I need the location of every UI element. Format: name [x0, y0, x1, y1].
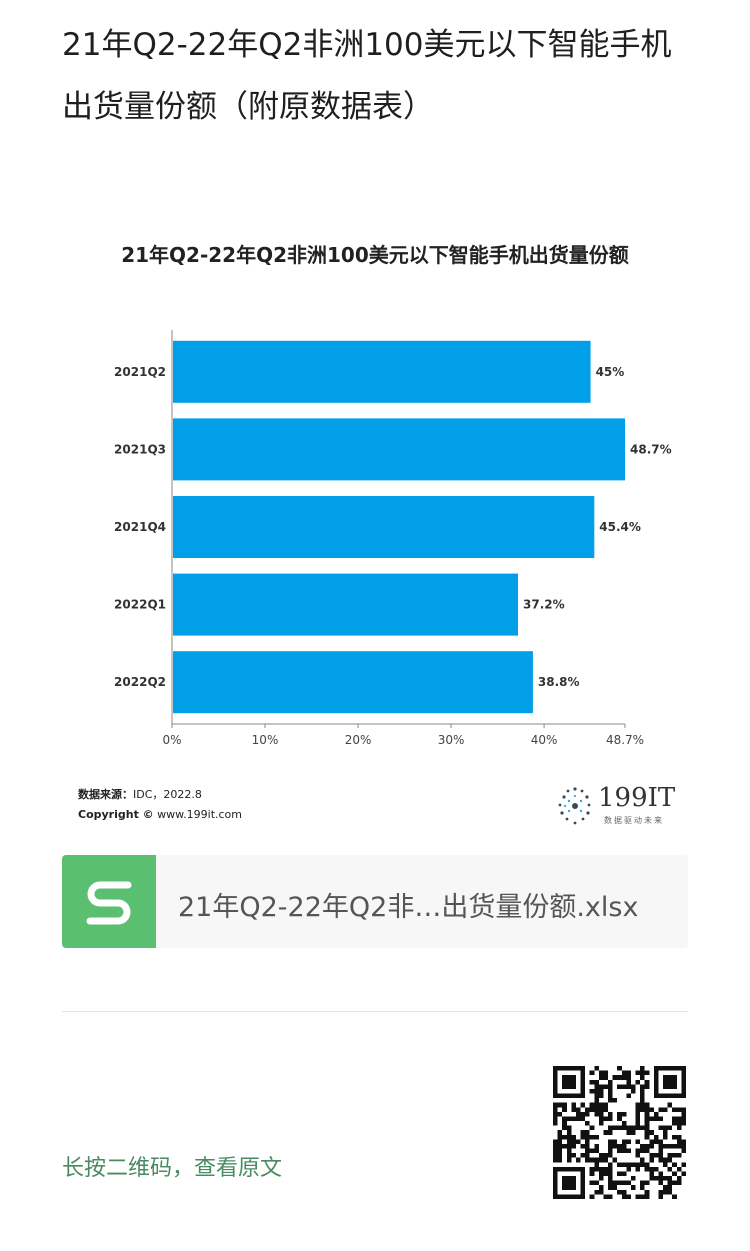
source-text: IDC，2022.8: [133, 788, 202, 801]
x-tick-label: 10%: [252, 733, 279, 747]
bar-2021Q2: [173, 340, 591, 403]
x-tick-label: 48.7%: [606, 733, 644, 747]
category-label: 2021Q3: [114, 442, 166, 456]
chart-title: 21年Q2-22年Q2非洲100美元以下智能手机出货量份额: [121, 243, 629, 267]
attachment-card[interactable]: 21年Q2-22年Q2非…出货量份额.xlsx: [62, 855, 688, 948]
bar-chart: 2021Q2 45% 2021Q3 48.7% 2021Q4 45.4% 2022Q1 37.…: [114, 330, 672, 747]
data-label: 38.8%: [538, 675, 580, 689]
attachment-filename[interactable]: 21年Q2-22年Q2非…出货量份额.xlsx: [178, 892, 639, 923]
spreadsheet-s-icon: [62, 855, 156, 948]
bar-2022Q2: [173, 651, 533, 714]
data-label: 48.7%: [630, 442, 672, 456]
page-title: 21年Q2-22年Q2非洲100美元以下智能手机出货量份额（附原数据表）: [62, 27, 672, 125]
category-label: 2022Q2: [114, 675, 166, 689]
bar-2021Q4: [173, 496, 595, 558]
x-tick-label: 0%: [162, 733, 181, 747]
brand-slogan: 数据驱动未来: [604, 816, 664, 825]
qr-code-icon[interactable]: [553, 1066, 686, 1199]
brand-logo: 199IT 数据驱动未来: [552, 781, 682, 831]
source-note: 数据来源：IDC，2022.8 Copyright © www.199it.co…: [78, 785, 242, 825]
category-label: 2022Q1: [114, 598, 166, 612]
category-label: 2021Q4: [114, 520, 166, 534]
dandelion-icon: [558, 787, 591, 825]
data-label: 45%: [596, 365, 625, 379]
x-tick-label: 20%: [345, 733, 372, 747]
qr-hint: 长按二维码，查看原文: [62, 1156, 283, 1181]
category-label: 2021Q2: [114, 365, 166, 379]
x-tick-label: 40%: [531, 733, 558, 747]
brand-name: 199IT: [598, 783, 676, 813]
source-label: 数据来源：: [78, 788, 133, 801]
bar-2021Q3: [173, 418, 625, 481]
bar-2022Q1: [173, 573, 519, 636]
chart-card: 21年Q2-22年Q2非洲100美元以下智能手机出货量份额 2021Q2 45% 2…: [62, 225, 688, 835]
copyright-label: Copyright ©: [78, 808, 154, 821]
copyright-url: www.199it.com: [157, 808, 243, 821]
x-tick-label: 30%: [438, 733, 465, 747]
data-label: 37.2%: [523, 598, 565, 612]
divider: [62, 1011, 688, 1012]
data-label: 45.4%: [599, 520, 641, 534]
